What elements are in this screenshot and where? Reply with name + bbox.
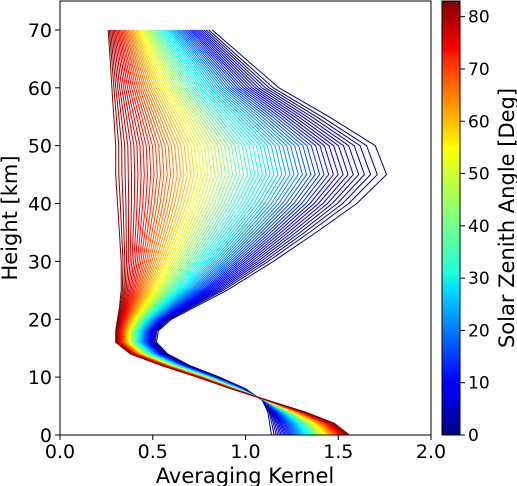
colorbar-tick-label: 60 <box>468 112 490 132</box>
x-tick-label: 1.0 <box>230 441 260 463</box>
y-tick-label: 50 <box>28 136 52 158</box>
colorbar-tick-label: 70 <box>468 60 490 80</box>
colorbar-tick-label: 0 <box>468 426 479 446</box>
colorbar: 0 10 20 30 40 50 60 70 80 Solar Zenith Angle [De… <box>441 0 517 446</box>
x-axis-label: Averaging Kernel <box>156 464 334 486</box>
y-tick-label: 0 <box>40 425 52 447</box>
colorbar-ticks: 0 10 20 30 40 50 60 70 80 <box>460 8 490 446</box>
colorbar-gradient <box>441 0 461 436</box>
x-tick-label: 2.0 <box>416 441 446 463</box>
colorbar-tick-label: 20 <box>468 321 490 341</box>
plot-area <box>59 0 432 436</box>
y-tick-label: 10 <box>28 367 52 389</box>
y-axis: 0 10 20 30 40 50 60 70 <box>28 20 60 447</box>
y-tick-label: 30 <box>28 251 52 273</box>
x-tick-label: 1.5 <box>323 441 353 463</box>
x-tick-label: 0.0 <box>45 441 75 463</box>
y-tick-label: 60 <box>28 78 52 100</box>
y-tick-label: 40 <box>28 194 52 216</box>
kernel-curves <box>107 29 387 436</box>
y-tick-label: 70 <box>28 20 52 42</box>
x-tick-label: 0.5 <box>138 441 168 463</box>
y-axis-label: Height [km] <box>0 155 22 280</box>
x-axis: 0.0 0.5 1.0 1.5 2.0 <box>45 435 446 463</box>
colorbar-tick-label: 30 <box>468 269 490 289</box>
kernel-curve <box>107 29 350 436</box>
y-tick-label: 20 <box>28 309 52 331</box>
colorbar-tick-label: 80 <box>468 8 490 28</box>
colorbar-tick-label: 10 <box>468 374 490 394</box>
colorbar-tick-label: 50 <box>468 165 490 185</box>
colorbar-label: Solar Zenith Angle [Deg] <box>495 88 517 348</box>
colorbar-tick-label: 40 <box>468 217 490 237</box>
